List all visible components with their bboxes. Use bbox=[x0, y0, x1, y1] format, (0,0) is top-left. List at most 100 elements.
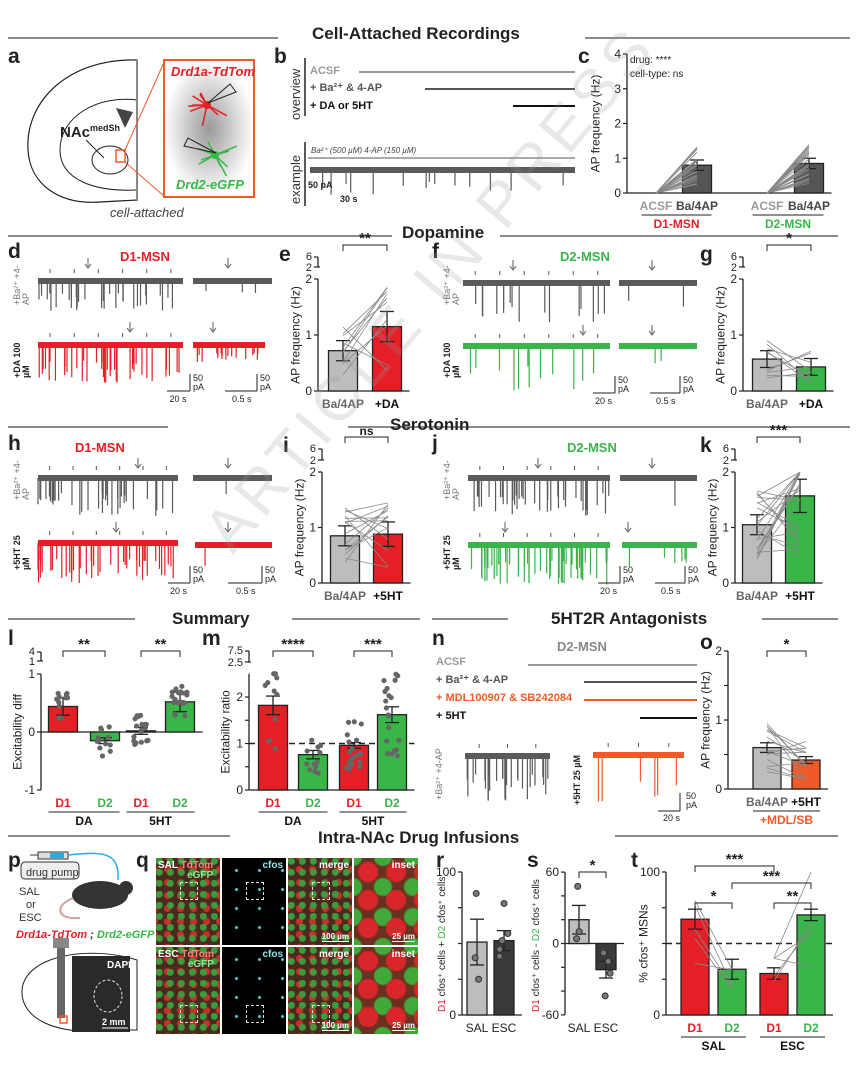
section-title-antagonists: 5HT2R Antagonists bbox=[551, 609, 708, 628]
d2-neuron-dendrite bbox=[214, 150, 229, 156]
c-paired-line bbox=[766, 182, 810, 194]
arrow-icon bbox=[224, 458, 232, 469]
genotype-separator: ; bbox=[87, 929, 97, 941]
panel-letter-f: f bbox=[432, 240, 439, 263]
h-5ht-trace bbox=[37, 531, 178, 583]
g-category-label: Ba/4AP bbox=[746, 397, 788, 411]
m-data-point bbox=[346, 739, 352, 745]
g-paired-line bbox=[766, 343, 812, 383]
h-5ht-trace-baseline bbox=[38, 540, 178, 546]
example-drug-label: Ba²⁺ (500 µM) 4-AP (150 µM) bbox=[311, 146, 417, 155]
o-paired-line bbox=[766, 725, 807, 781]
d2-neuron-dendrite bbox=[214, 154, 228, 177]
o-y-tick-label: 0 bbox=[715, 782, 722, 796]
d-ba-zoom-trace-baseline bbox=[193, 278, 272, 284]
m-data-point bbox=[357, 764, 363, 770]
t-significance-bracket bbox=[773, 902, 812, 909]
f-ba-zoom-trace bbox=[619, 280, 697, 307]
c-paired-line bbox=[766, 169, 810, 194]
dapi-image bbox=[72, 956, 130, 1032]
l-data-point bbox=[64, 695, 71, 701]
s-ylabel-d2: D2 bbox=[531, 928, 542, 942]
c-paired-line bbox=[766, 166, 810, 194]
5ht-trace-label-j: +5HT 25 µM bbox=[442, 535, 461, 570]
e-y-tick-label: 2 bbox=[305, 272, 312, 286]
h-ba-zoom-trace-baseline bbox=[193, 475, 272, 481]
m-data-point bbox=[307, 767, 313, 773]
n-5ht-trace-baseline bbox=[593, 752, 684, 758]
cannula-cap bbox=[53, 938, 69, 948]
q-channel-label: inset bbox=[391, 860, 415, 871]
m-data-point bbox=[262, 682, 268, 688]
s-y-tick-label: -60 bbox=[542, 1008, 560, 1022]
r-category-label: SAL bbox=[466, 1021, 489, 1035]
panel-letter-e: e bbox=[279, 243, 291, 266]
i-paired-line bbox=[344, 507, 389, 545]
l-category-label: D1 bbox=[55, 796, 71, 810]
e-paired-line bbox=[342, 326, 388, 371]
section-title-infusions: Intra-NAc Drug Infusions bbox=[318, 828, 520, 847]
m-data-point bbox=[384, 738, 390, 744]
e-y-axis-label: AP frequency (Hz) bbox=[289, 286, 303, 384]
t-significance-label: ** bbox=[787, 888, 799, 905]
i-paired-line bbox=[344, 509, 389, 529]
c-paired-line bbox=[655, 178, 698, 194]
s-y-axis-label: D1 cfos⁺ cells - D2 cfos⁺ cells bbox=[531, 879, 542, 1012]
l-y-tick-label: 0 bbox=[28, 725, 35, 739]
c-paired-line bbox=[766, 177, 810, 194]
ba-4ap-trace-label-h: +Ba²⁺ +4-AP bbox=[12, 460, 31, 500]
scale-pa-label: 50 pA bbox=[683, 375, 695, 394]
g-y-tick-label: 2 bbox=[730, 272, 737, 286]
scale-pa-label: 50 pA bbox=[260, 373, 272, 392]
i-paired-line bbox=[344, 521, 389, 551]
cfos-image-sal: cfos bbox=[222, 858, 286, 945]
da-trace-label-d2: +DA 100 µM bbox=[442, 342, 461, 378]
s-category-label: SAL bbox=[568, 1021, 591, 1035]
r-data-point bbox=[472, 889, 480, 897]
k-paired-line bbox=[756, 490, 801, 501]
r-ylabel-end: cfos⁺ cells bbox=[437, 876, 448, 924]
t-paired-line bbox=[694, 900, 733, 970]
l-data-point bbox=[179, 683, 185, 689]
t-significance-bracket bbox=[694, 865, 775, 872]
c-y-tick-label: 0 bbox=[614, 186, 621, 200]
drug-pump-label: drug pump bbox=[26, 867, 79, 879]
t-paired-line bbox=[694, 905, 733, 986]
n-5ht-condition: + 5HT bbox=[436, 710, 467, 722]
h-5ht-zoom-trace-baseline bbox=[195, 542, 272, 548]
d-ba-trace bbox=[38, 269, 183, 311]
m-data-point bbox=[382, 688, 388, 695]
or-label: or bbox=[26, 899, 36, 911]
overview-label: overview bbox=[288, 68, 303, 120]
nac-region-label: NAcmedSh bbox=[60, 124, 120, 141]
e-paired-line bbox=[342, 319, 388, 375]
m-y-axis-label: Excitability ratio bbox=[219, 690, 233, 774]
e-paired-line bbox=[342, 287, 388, 348]
m-significance-label: *** bbox=[364, 636, 382, 653]
panel-letter-c: c bbox=[578, 45, 590, 68]
g-y-tick-label: 0 bbox=[730, 384, 737, 398]
l-significance-bracket bbox=[62, 650, 106, 657]
t-significance-label: * bbox=[711, 888, 717, 905]
ba-4ap-trace-label-j: +Ba²⁺ +4-AP bbox=[442, 460, 461, 500]
d-da-zoom-trace-baseline bbox=[193, 342, 265, 348]
t-paired-line bbox=[773, 928, 812, 977]
c-category-label: Ba/4AP bbox=[676, 199, 718, 213]
r-data-point bbox=[471, 954, 479, 962]
egfp-channel-label: eGFP bbox=[187, 959, 214, 970]
t-group-label: ESC bbox=[780, 1039, 805, 1053]
tdtom-channel-label: TdTom bbox=[180, 860, 214, 871]
panel-letter-i: i bbox=[283, 434, 289, 457]
m-significance-bracket bbox=[353, 650, 393, 657]
arrow-icon bbox=[112, 522, 120, 533]
l-data-point bbox=[99, 753, 106, 759]
n-5ht-trace-label: +5HT 25 µM bbox=[572, 755, 582, 805]
m-data-point bbox=[304, 748, 310, 754]
k-paired-line bbox=[756, 471, 801, 541]
c-paired-line bbox=[655, 160, 698, 194]
d-ba-trace-baseline bbox=[38, 278, 183, 284]
panel-letter-k: k bbox=[700, 434, 712, 457]
scale-time-label: 0.5 s bbox=[656, 396, 676, 406]
e-paired-line bbox=[342, 302, 388, 337]
l-break-tick-label: 4 bbox=[29, 646, 35, 658]
